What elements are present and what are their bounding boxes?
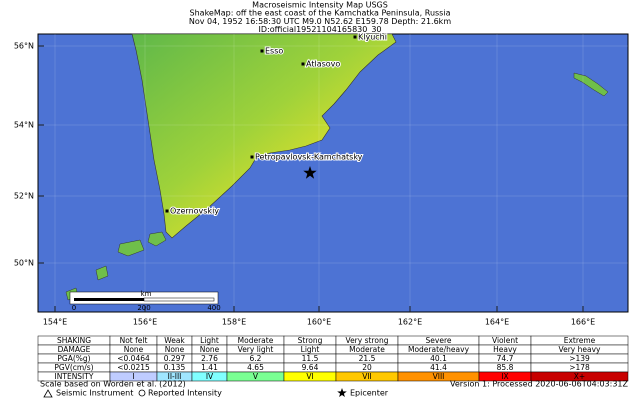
scale-tick: 400 (207, 304, 220, 312)
scale-bar (143, 297, 215, 302)
lon-label: 158°E (222, 318, 246, 327)
table-value: Weak (164, 336, 185, 345)
place-label: Atlasovo (306, 60, 340, 69)
table-value: None (200, 345, 220, 354)
table-value: >178 (569, 363, 590, 372)
table-value: 40.1 (430, 354, 447, 363)
symbol-label: Reported Intensity (148, 389, 222, 398)
lat-label: 50°N (14, 259, 34, 268)
table-value: <0.0215 (117, 363, 150, 372)
lon-label: 154°E (43, 318, 67, 327)
table-value: 6.2 (250, 354, 262, 363)
table-value: 41.4 (430, 363, 447, 372)
table-value: None (124, 345, 144, 354)
place-label: Petropavlovsk-Kamchatsky (255, 153, 363, 162)
table-value: >139 (569, 354, 590, 363)
table-value: II-III (168, 372, 182, 381)
scale-tick: 0 (72, 304, 76, 312)
symbol-label: Epicenter (350, 389, 389, 398)
table-value: Moderate (349, 345, 385, 354)
place-marker (260, 49, 264, 53)
kamchatka (131, 33, 397, 239)
reported-symbol (138, 389, 146, 397)
lon-label: 160°E (307, 318, 331, 327)
table-value: Not felt (120, 336, 148, 345)
header-line: ID:official19521104165830_30 (258, 25, 381, 34)
symbol-label: Seismic Instrument (56, 389, 133, 398)
island (117, 239, 145, 257)
table-value: 1.41 (201, 363, 218, 372)
header-line: ShakeMap: off the east coast of the Kamc… (190, 9, 451, 18)
table-value: Very heavy (559, 345, 601, 354)
table-value: Very light (238, 345, 274, 354)
table-value: IV (206, 372, 214, 381)
row-header: INTENSITY (55, 372, 94, 381)
lon-label: 162°E (398, 318, 422, 327)
table-value: Light (301, 345, 320, 354)
epicenter-symbol (337, 388, 347, 397)
table-value: 2.76 (201, 354, 218, 363)
table-value: Severe (426, 336, 452, 345)
lat-label: 56°N (14, 42, 34, 51)
table-value: Light (200, 336, 219, 345)
lon-label: 166°E (571, 318, 595, 327)
island (95, 265, 109, 281)
table-value: 74.7 (497, 354, 514, 363)
scale-tick: 200 (137, 304, 150, 312)
scale-unit: km (141, 290, 152, 298)
table-value: IX (501, 372, 508, 381)
island (147, 231, 167, 247)
place-marker (301, 62, 305, 66)
footer-note: Scale based on Worden et al. (2012) (40, 380, 186, 389)
place-marker (250, 155, 254, 159)
table-value: 0.297 (164, 354, 186, 363)
table-value: None (165, 345, 185, 354)
island (573, 72, 609, 97)
table-value: Strong (298, 336, 323, 345)
row-header: DAMAGE (58, 345, 91, 354)
table-value: 0.135 (164, 363, 186, 372)
place-label: Esso (265, 47, 283, 56)
table-value: 11.5 (302, 354, 319, 363)
table-value: I (132, 372, 134, 381)
footer-version: Version 1: Processed 2020-06-06T04:03:31… (450, 380, 628, 389)
table-value: VIII (433, 372, 445, 381)
table-value: 85.8 (497, 363, 514, 372)
table-value: Very strong (346, 336, 389, 345)
table-value: Violent (492, 336, 518, 345)
table-value: VII (362, 372, 372, 381)
place-marker (353, 35, 357, 39)
lon-label: 164°E (485, 318, 509, 327)
table-value: 9.64 (302, 363, 319, 372)
table-value: Extreme (564, 336, 596, 345)
table-value: Moderate/heavy (408, 345, 470, 354)
place-label: Klyuchi (358, 33, 387, 42)
table-value: X+ (574, 372, 585, 381)
table-value: VI (306, 372, 313, 381)
table-value: Moderate (238, 336, 274, 345)
table-value: 21.5 (359, 354, 376, 363)
scale-bar (74, 298, 144, 301)
lon-label: 156°E (133, 318, 157, 327)
table-value: 20 (362, 363, 372, 372)
instrument-symbol (43, 389, 53, 398)
epicenter (303, 166, 317, 179)
row-header: PGV(cm/s) (54, 363, 93, 372)
place-marker (165, 209, 169, 213)
header-line: Macroseismic Intensity Map USGS (252, 1, 388, 10)
table-value: 4.65 (247, 363, 264, 372)
table-value: Heavy (493, 345, 517, 354)
table-value: V (253, 372, 259, 381)
table-value: <0.0464 (117, 354, 150, 363)
lat-label: 54°N (14, 121, 34, 130)
row-header: PGA(%g) (57, 354, 90, 363)
place-label: Ozernovskiy (170, 207, 219, 216)
lat-label: 52°N (14, 192, 34, 201)
header-line: Nov 04, 1952 16:58:30 UTC M9.0 N52.62 E1… (189, 17, 451, 26)
row-header: SHAKING (57, 336, 91, 345)
layers: Macroseismic Intensity Map USGSShakeMap:… (14, 1, 629, 398)
table-cell (530, 371, 629, 382)
